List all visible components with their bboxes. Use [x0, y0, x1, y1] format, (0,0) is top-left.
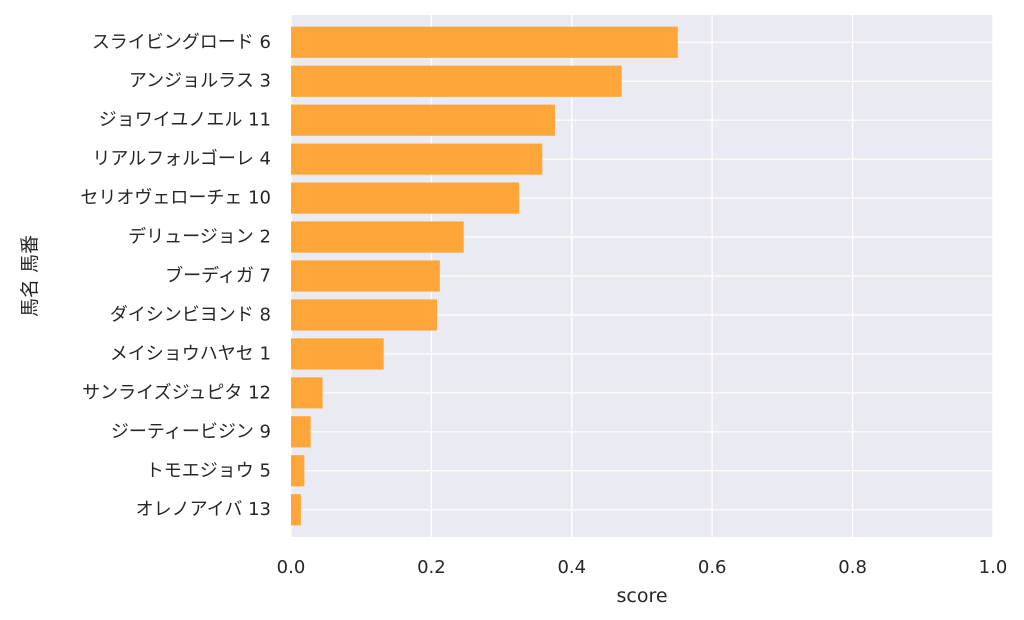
x-axis-title: score [616, 585, 667, 607]
bar [291, 494, 301, 526]
category-label: メイショウハヤセ 1 [110, 343, 271, 364]
category-label: セリオヴェローチェ 10 [80, 188, 271, 209]
category-label: サンライズジュピタ 12 [82, 382, 271, 403]
category-label: トモエジョウ 5 [146, 460, 271, 481]
bar [291, 260, 440, 292]
x-tick-label: 1.0 [979, 557, 1008, 578]
x-tick-label: 0.4 [557, 557, 586, 578]
bar [291, 143, 543, 175]
bars [291, 26, 678, 526]
x-tick-label: 0.8 [838, 557, 867, 578]
bar [291, 338, 384, 370]
category-labels: スライビングロード 6 アンジョルラス 3 ジョワイユノエル 11 リアルフォルゴーレ… [80, 32, 271, 520]
category-label: デリュージョン 2 [128, 227, 271, 248]
y-axis-title: 馬名 馬番 [19, 235, 41, 317]
bar [291, 455, 305, 487]
bar [291, 377, 323, 409]
bar [291, 299, 438, 331]
x-tick-labels: 0.0 0.2 0.4 0.6 0.8 1.0 [277, 557, 1008, 578]
category-label: オレノアイバ 13 [136, 499, 271, 520]
x-tick-label: 0.2 [417, 557, 446, 578]
bar [291, 416, 311, 448]
category-label: スライビングロード 6 [92, 32, 271, 53]
bar [291, 26, 678, 58]
x-tick-label: 0.0 [277, 557, 306, 578]
bar [291, 65, 622, 97]
bar [291, 182, 520, 214]
bar [291, 221, 464, 253]
category-label: アンジョルラス 3 [129, 71, 271, 92]
category-label: ジーティービジン 9 [111, 421, 271, 442]
category-label: リアルフォルゴーレ 4 [92, 149, 271, 170]
category-label: ジョワイユノエル 11 [99, 110, 271, 131]
x-tick-label: 0.6 [698, 557, 727, 578]
bar [291, 104, 555, 136]
category-label: ダイシンビヨンド 8 [110, 304, 271, 325]
category-label: ブーディガ 7 [165, 265, 271, 287]
